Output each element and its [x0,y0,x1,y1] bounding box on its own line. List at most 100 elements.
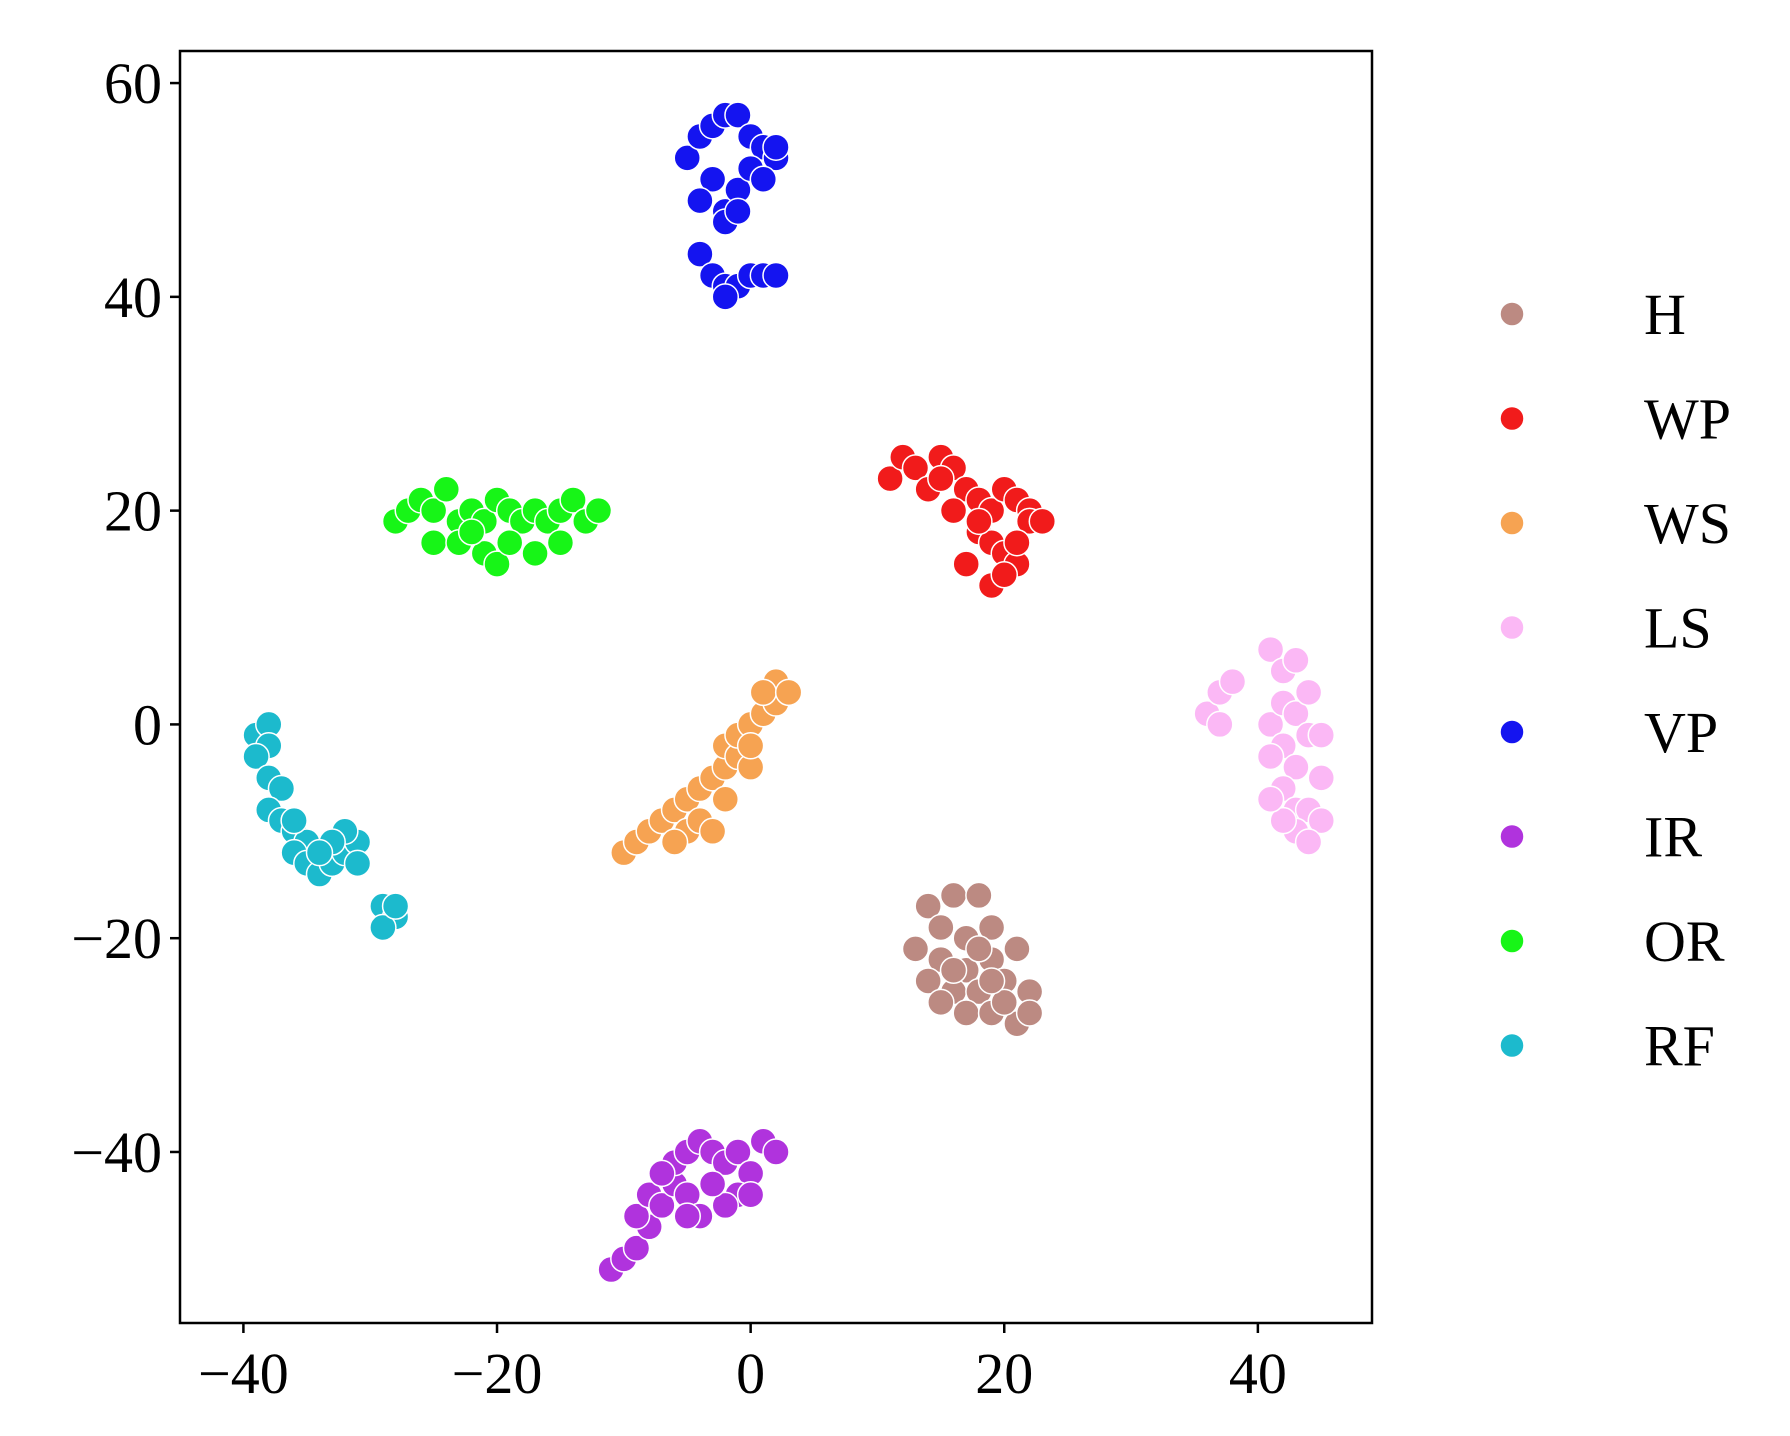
point-or-14 [559,486,587,514]
point-ir-4 [622,1202,651,1230]
series-ws [610,667,803,867]
legend-marker [1499,301,1525,327]
point-rf-24 [343,849,372,878]
point-ir-20 [736,1180,765,1209]
point-h-0 [914,892,942,920]
point-ls-7 [1256,710,1285,739]
series-vp [673,101,790,311]
point-ir-2 [622,1234,651,1262]
legend-label: IR [1644,805,1702,870]
point-h-1 [939,881,968,910]
point-ls-3 [1218,667,1247,696]
y-tick-label: −20 [71,906,162,971]
point-wp-0 [876,464,904,493]
point-ir-19 [711,1191,740,1220]
point-ir-17 [762,1138,790,1166]
point-h-20 [1015,999,1044,1027]
point-vp-22 [762,261,790,290]
point-ls-4 [1256,635,1285,664]
legend-label: OR [1644,909,1725,974]
data-points-layer [242,101,1336,1284]
point-ls-11 [1307,721,1336,749]
y-axis: −40 −20 0 20 40 60 [71,51,180,1185]
legend-item-h: H [1499,282,1686,347]
point-wp-23 [965,507,993,536]
x-tick-label: −40 [198,1341,289,1406]
point-vp-4 [724,101,752,129]
point-ls-22 [1307,764,1336,792]
point-wp-17 [952,550,980,578]
point-ls-24 [1294,678,1323,707]
series-h [901,881,1044,1038]
legend: H WP WS LS VP IR OR RF [1499,282,1731,1079]
point-or-3 [419,496,448,525]
point-vp-14 [762,133,790,161]
point-ws-24 [736,732,765,760]
point-vp-24 [724,197,752,226]
point-ir-24 [673,1202,701,1230]
point-vp-8 [698,165,727,194]
point-or-16 [584,496,613,525]
point-rf-23 [280,806,308,835]
point-ls-9 [1282,699,1310,728]
legend-marker [1499,510,1525,536]
series-ir [597,1127,790,1284]
legend-item-wp: WP [1499,387,1731,452]
point-ir-22 [698,1170,727,1198]
series-or [381,475,613,578]
point-vp-16 [686,240,714,268]
point-wp-19 [939,496,968,525]
legend-label: RF [1644,1014,1715,1079]
y-tick-label: 40 [104,265,162,330]
x-tick-label: 0 [736,1341,765,1406]
point-wp-24 [927,464,955,493]
point-ls-1 [1206,710,1234,739]
point-or-24 [457,518,486,546]
legend-marker [1499,614,1525,641]
y-tick-label: 0 [133,692,162,757]
point-ws-20 [749,678,778,707]
point-h-24 [977,967,1006,995]
point-ws-23 [711,785,740,813]
legend-marker [1499,405,1525,432]
legend-label: VP [1644,700,1718,765]
point-ls-20 [1269,806,1297,835]
point-h-5 [977,913,1006,942]
legend-item-rf: RF [1499,1014,1715,1079]
point-h-17 [952,999,980,1027]
point-ls-19 [1294,828,1323,856]
legend-marker [1499,719,1525,745]
point-wp-2 [901,454,930,482]
point-ws-8 [698,817,727,846]
point-rf-18 [305,838,334,867]
point-rf-3 [242,742,270,771]
legend-label: H [1644,282,1686,347]
legend-marker [1499,1032,1525,1059]
point-ls-13 [1282,753,1310,781]
point-h-11 [914,967,942,995]
point-vp-23 [711,283,740,311]
point-h-3 [927,913,955,942]
legend-item-ls: LS [1499,596,1712,661]
x-tick-label: 20 [975,1341,1033,1406]
x-tick-label: −20 [452,1341,543,1406]
point-h-16 [927,988,955,1017]
point-or-21 [495,528,524,557]
y-tick-label: 20 [104,479,162,544]
legend-label: LS [1644,596,1712,661]
point-ls-6 [1282,646,1310,675]
point-or-20 [483,550,511,578]
point-rf-5 [267,774,296,803]
point-h-2 [965,881,993,910]
point-wp-21 [1003,528,1031,557]
point-wp-22 [990,561,1019,589]
point-ls-23 [1256,785,1285,813]
point-ws-21 [774,678,803,707]
point-vp-13 [749,165,778,194]
legend-item-ir: IR [1499,805,1702,870]
point-vp-0 [673,144,701,172]
point-h-6 [901,935,930,963]
legend-item-or: OR [1499,909,1725,974]
